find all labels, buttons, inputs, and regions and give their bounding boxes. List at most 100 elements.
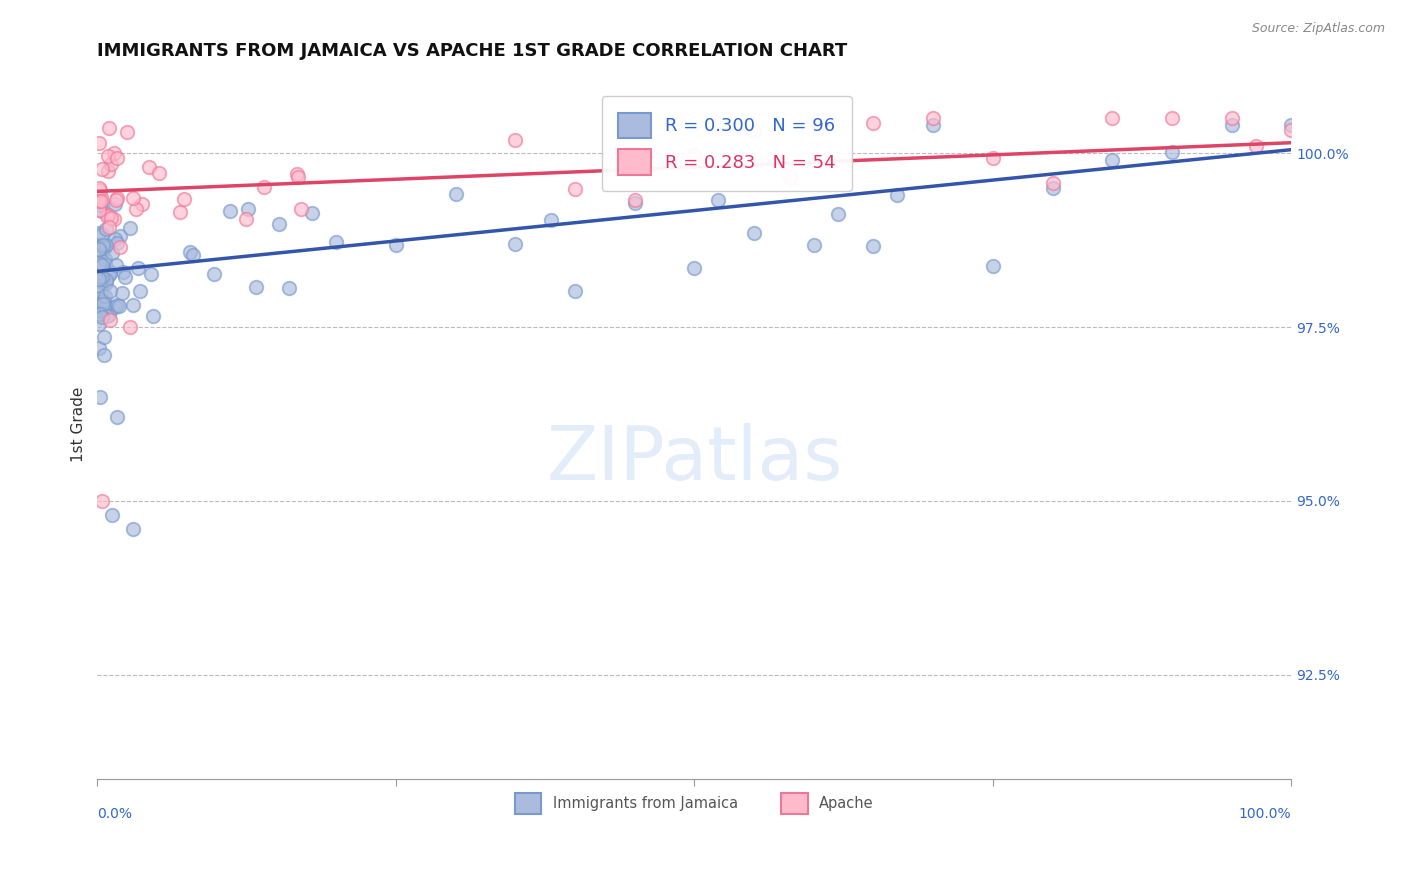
Point	[90, 494, 112, 508]
Point	[108, 300, 131, 314]
Point	[97, 268, 120, 282]
Point	[94, 256, 117, 270]
Point	[93, 330, 115, 344]
Point	[886, 188, 908, 202]
Point	[94, 238, 117, 252]
Point	[105, 258, 128, 272]
Point	[173, 192, 195, 206]
Text: 0.0%: 0.0%	[97, 807, 132, 822]
Point	[112, 265, 135, 279]
Point	[91, 294, 114, 309]
Point	[623, 193, 645, 207]
Point	[87, 291, 110, 305]
Point	[1220, 112, 1243, 126]
Point	[94, 273, 117, 287]
Point	[1279, 123, 1302, 137]
Y-axis label: 1st Grade: 1st Grade	[72, 387, 86, 462]
Point	[100, 211, 122, 226]
Point	[98, 285, 121, 299]
Point	[1161, 145, 1184, 160]
Point	[290, 202, 312, 216]
Point	[1220, 118, 1243, 132]
Point	[107, 410, 129, 425]
Point	[128, 285, 150, 299]
Point	[1042, 180, 1064, 194]
Point	[104, 232, 127, 246]
Point	[97, 219, 120, 234]
Point	[235, 212, 257, 227]
Point	[93, 241, 115, 255]
Point	[141, 267, 163, 281]
Point	[97, 149, 120, 163]
Point	[105, 151, 128, 165]
Point	[707, 193, 730, 207]
Point	[91, 297, 114, 311]
Point	[142, 309, 165, 323]
Point	[90, 258, 112, 272]
Point	[87, 272, 110, 286]
Point	[87, 226, 110, 240]
Point	[115, 124, 138, 138]
Point	[385, 238, 408, 252]
Point	[114, 270, 136, 285]
Point	[540, 213, 562, 227]
Point	[94, 222, 117, 236]
Point	[90, 270, 112, 285]
Point	[97, 309, 120, 323]
Point	[862, 239, 884, 253]
Point	[90, 162, 112, 177]
Point	[803, 238, 825, 252]
Point	[981, 259, 1004, 273]
Point	[104, 196, 127, 211]
Point	[87, 194, 110, 208]
Point	[981, 151, 1004, 165]
Point	[101, 508, 124, 522]
Point	[922, 118, 945, 132]
Point	[91, 203, 114, 218]
Point	[623, 196, 645, 211]
Point	[90, 286, 112, 301]
Point	[87, 260, 110, 275]
Point	[91, 238, 114, 252]
Point	[1101, 153, 1123, 168]
Point	[87, 202, 110, 217]
Point	[93, 348, 115, 362]
Point	[169, 205, 191, 219]
Point	[90, 227, 112, 241]
Point	[103, 211, 125, 226]
Point	[219, 203, 242, 218]
Point	[93, 301, 115, 315]
Point	[1042, 176, 1064, 190]
Point	[87, 136, 110, 150]
Point	[91, 246, 114, 260]
Point	[87, 302, 110, 317]
Point	[742, 124, 765, 138]
Point	[94, 289, 117, 303]
Point	[683, 147, 706, 161]
Point	[87, 256, 110, 270]
Point	[803, 114, 825, 128]
Text: Source: ZipAtlas.com: Source: ZipAtlas.com	[1251, 22, 1385, 36]
Point	[122, 298, 145, 312]
Point	[89, 279, 111, 293]
Point	[104, 300, 127, 314]
Point	[1279, 118, 1302, 132]
Point	[444, 187, 467, 202]
Point	[118, 221, 141, 235]
Point	[127, 260, 149, 275]
Point	[89, 307, 111, 321]
Point	[122, 522, 145, 536]
Point	[862, 116, 884, 130]
Point	[89, 242, 111, 256]
Point	[236, 202, 259, 217]
Point	[96, 209, 118, 223]
Point	[779, 169, 801, 184]
Point	[503, 236, 526, 251]
Point	[125, 202, 148, 216]
Point	[105, 298, 128, 312]
Point	[122, 191, 145, 205]
Point	[287, 169, 309, 184]
Point	[179, 244, 201, 259]
Point	[104, 193, 127, 207]
Point	[90, 310, 112, 324]
